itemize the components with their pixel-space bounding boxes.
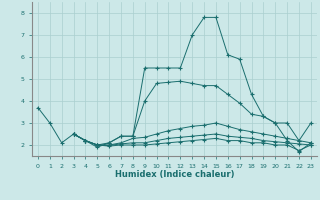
- X-axis label: Humidex (Indice chaleur): Humidex (Indice chaleur): [115, 170, 234, 179]
